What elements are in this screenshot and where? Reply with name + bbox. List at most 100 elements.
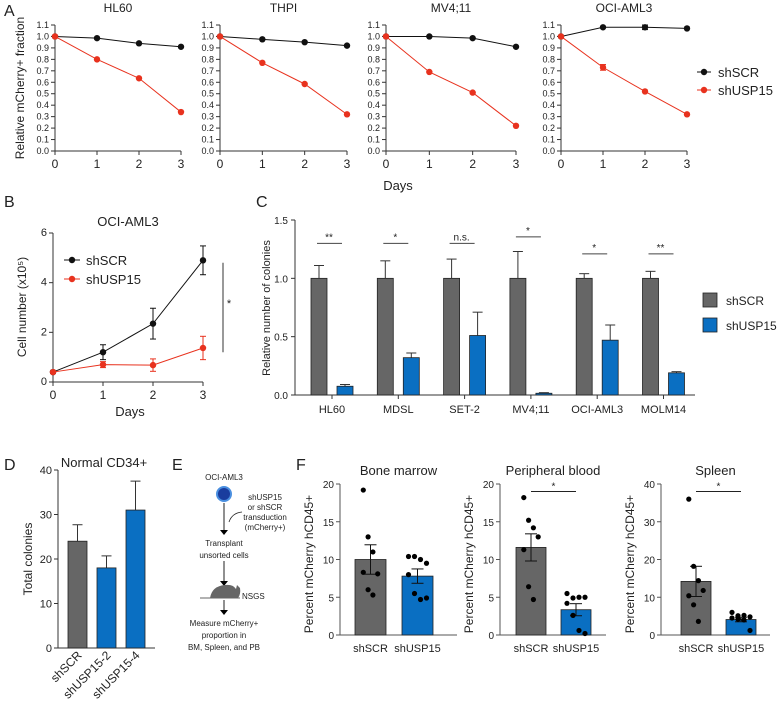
y-tick-label: 0.1 [367, 135, 380, 145]
y-tick-label: 1.0 [274, 274, 288, 285]
bar-shUSP15-4 [125, 509, 146, 649]
chart-title: THPI [270, 1, 297, 15]
y-axis-label: Relative number of colonies [261, 240, 273, 376]
y-tick-label: 6 [41, 227, 47, 239]
x-tick-label: shUSP15 [553, 643, 599, 655]
data-point [423, 595, 430, 601]
legend-swatch [702, 317, 718, 333]
significance-label: ** [325, 232, 333, 243]
panel-label: E [172, 457, 183, 474]
data-point [365, 587, 371, 593]
y-tick-label: 0.9 [542, 43, 555, 53]
series-line-shSCR [560, 26, 688, 37]
data-point [695, 578, 702, 584]
y-tick-label: 1.1 [542, 20, 555, 30]
y-tick-label: 40 [644, 480, 656, 491]
y-tick-label: 0.9 [201, 43, 214, 53]
y-tick-label: 1.1 [201, 20, 214, 30]
bar-shUSP15 [668, 372, 685, 396]
data-point-shUSP15 [557, 33, 565, 40]
data-point-shSCR [641, 24, 649, 31]
data-point [570, 612, 576, 618]
bar-shSCR [310, 277, 328, 396]
data-point [564, 600, 570, 606]
y-tick-label: 15 [483, 518, 495, 529]
data-point-shUSP15 [301, 80, 308, 88]
bar-shUSP15-2 [96, 567, 117, 649]
data-point [526, 584, 532, 590]
data-point-shUSP15 [135, 75, 143, 82]
panel-label: B [4, 194, 15, 211]
y-tick-label: 0.5 [274, 333, 288, 344]
diagram-label: transduction [243, 513, 287, 522]
y-tick-label: 5 [488, 593, 494, 604]
x-axis-label: Days [383, 178, 413, 193]
y-tick-label: 0 [41, 376, 47, 388]
data-point [370, 592, 376, 598]
y-axis-label: Relative mCherry+ fraction [13, 17, 27, 159]
y-tick-label: 0.2 [36, 123, 49, 133]
data-point-shSCR [99, 349, 107, 356]
data-point-shSCR [426, 33, 433, 40]
y-tick-label: 0.6 [201, 77, 214, 87]
series-line-shUSP15 [385, 36, 517, 127]
data-point [747, 627, 753, 634]
y-tick-label: 1.0 [542, 31, 555, 41]
data-point-shUSP15 [177, 108, 185, 116]
data-point [564, 590, 570, 597]
data-point-shSCR [469, 34, 476, 42]
data-point [691, 563, 697, 569]
data-point [405, 572, 412, 578]
data-point [535, 534, 541, 540]
data-point-shSCR [301, 38, 308, 46]
data-point-shUSP15 [93, 56, 101, 63]
x-tick-label: MOLM14 [641, 404, 686, 416]
mouse-icon [210, 584, 241, 598]
data-point [691, 602, 697, 608]
y-tick-label: 15 [323, 518, 335, 529]
data-point [735, 616, 741, 622]
significance-label: * [393, 232, 397, 243]
bar-shSCR [376, 277, 394, 396]
x-tick-label: shSCR [514, 643, 549, 655]
y-tick-label: 20 [40, 554, 52, 566]
data-point [741, 617, 747, 623]
series-line-shSCR [219, 35, 348, 47]
x-tick-label: 0 [217, 157, 224, 171]
data-point [695, 618, 702, 625]
panel-label: D [4, 457, 16, 474]
x-tick-label: OCI-AML3 [571, 404, 623, 416]
x-tick-label: 2 [469, 157, 476, 171]
significance-label: * [717, 482, 721, 493]
data-point-shUSP15 [683, 111, 691, 118]
y-tick-label: 0.8 [367, 54, 380, 64]
x-tick-label: 1 [100, 388, 107, 402]
data-point [360, 569, 366, 575]
x-tick-label: shUSP15 [718, 643, 764, 655]
data-point-shSCR [177, 43, 185, 50]
data-point-shUSP15 [599, 64, 607, 71]
y-tick-label: 0.3 [367, 112, 380, 122]
significance-label: n.s. [454, 232, 470, 243]
x-tick-label: 0 [383, 157, 390, 171]
data-point-shSCR [343, 42, 351, 49]
x-tick-label: 3 [344, 157, 351, 171]
y-tick-label: 0.4 [367, 100, 380, 110]
y-tick-label: 0.8 [36, 54, 49, 64]
data-point-shUSP15 [512, 122, 520, 129]
y-tick-label: 0.2 [367, 123, 380, 133]
chart-title: OCI-AML3 [97, 214, 158, 229]
data-point [365, 534, 371, 540]
legend-label: shSCR [86, 253, 127, 268]
diagram-label: NSGS [242, 592, 265, 601]
y-tick-label: 0 [328, 631, 334, 642]
x-tick-label: 1 [600, 157, 607, 171]
diagram-label: (mCherry+) [245, 523, 286, 532]
y-tick-label: 10 [644, 593, 656, 604]
data-point-shUSP15 [641, 88, 649, 95]
y-tick-label: 5 [328, 593, 334, 604]
legend-label: shUSP15 [86, 272, 141, 287]
x-tick-label: 0 [558, 157, 565, 171]
x-tick-label: SET-2 [449, 404, 480, 416]
